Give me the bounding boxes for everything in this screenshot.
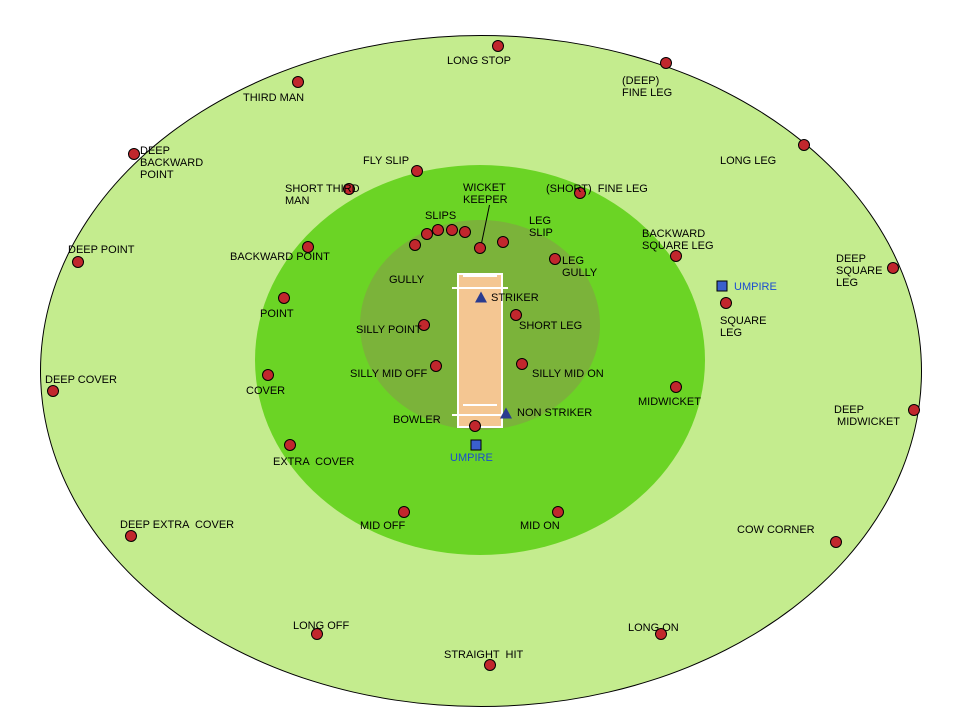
fielder-long-stop	[492, 40, 504, 52]
label-umpire-square: UMPIRE	[734, 281, 777, 293]
fielder-silly-mid-off	[430, 360, 442, 372]
label-third-man: THIRD MAN	[243, 92, 304, 104]
label-cover: COVER	[246, 385, 285, 397]
label-deep-extra-cover: DEEP EXTRA COVER	[120, 519, 234, 531]
batsman-striker	[475, 292, 487, 303]
label-long-stop: LONG STOP	[447, 55, 511, 67]
cricket-field-diagram: WICKET KEEPER LEG SLIP SLIPS FLY SLIP GULLY L…	[0, 0, 960, 720]
label-backward-point: BACKWARD POINT	[230, 251, 330, 263]
label-straight-hit: STRAIGHT HIT	[444, 649, 523, 661]
batsman-non-striker	[500, 408, 512, 419]
label-silly-mid-on: SILLY MID ON	[532, 368, 604, 380]
fielder-gully	[409, 239, 421, 251]
label-fly-slip: FLY SLIP	[363, 155, 409, 167]
label-long-leg: LONG LEG	[720, 155, 776, 167]
crease	[463, 404, 497, 406]
label-non-striker: NON STRIKER	[517, 407, 592, 419]
label-short-leg: SHORT LEG	[519, 320, 582, 332]
fielder-cover	[262, 369, 274, 381]
fielder-leg-slip	[497, 236, 509, 248]
fielder-midwicket	[670, 381, 682, 393]
fielder-square-leg	[720, 297, 732, 309]
label-mid-on: MID ON	[520, 520, 560, 532]
fielder-mid-on	[552, 506, 564, 518]
fielder-deep-extra-cover	[125, 530, 137, 542]
fielder-extra-cover	[284, 439, 296, 451]
label-short-third-man: SHORT THIRD MAN	[285, 183, 360, 207]
fielder-mid-off	[398, 506, 410, 518]
fielder-deep-square-leg	[887, 262, 899, 274]
fielder-deep-cover	[47, 385, 59, 397]
label-striker: STRIKER	[491, 292, 539, 304]
fielder-silly-mid-on	[516, 358, 528, 370]
fielder-slip-3	[432, 224, 444, 236]
fielder-deep-fine-leg	[660, 57, 672, 69]
fielder-long-leg	[798, 139, 810, 151]
fielder-wicket-keeper	[474, 242, 486, 254]
label-mid-off: MID OFF	[360, 520, 405, 532]
crease	[463, 275, 497, 277]
label-silly-mid-off: SILLY MID OFF	[350, 368, 427, 380]
crease	[452, 287, 508, 289]
label-silly-point: SILLY POINT	[356, 324, 422, 336]
fielder-slip-2	[446, 224, 458, 236]
fielder-deep-backward-point	[128, 148, 140, 160]
label-deep-cover: DEEP COVER	[45, 374, 117, 386]
fielder-leg-gully	[549, 253, 561, 265]
umpire-bowler	[471, 440, 482, 451]
fielder-fly-slip	[411, 165, 423, 177]
umpire-square	[717, 281, 728, 292]
label-wicket-keeper: WICKET KEEPER	[463, 182, 508, 206]
fielder-deep-point	[72, 256, 84, 268]
label-deep-backward-point: DEEP BACKWARD POINT	[140, 145, 203, 181]
label-backward-square-leg: BACKWARD SQUARE LEG	[642, 228, 714, 252]
fielder-deep-midwicket	[908, 404, 920, 416]
label-short-fine-leg: (SHORT) FINE LEG	[546, 183, 648, 195]
label-deep-point: DEEP POINT	[68, 244, 134, 256]
label-gully: GULLY	[389, 274, 424, 286]
label-midwicket: MIDWICKET	[638, 396, 701, 408]
label-leg-gully: LEG GULLY	[562, 255, 597, 279]
label-extra-cover: EXTRA COVER	[273, 456, 354, 468]
fielder-bowler	[469, 420, 481, 432]
label-deep-square-leg: DEEP SQUARE LEG	[836, 253, 882, 289]
fielder-slip-1	[459, 226, 471, 238]
fielder-cow-corner	[830, 536, 842, 548]
label-point: POINT	[260, 308, 294, 320]
fielder-third-man	[292, 76, 304, 88]
label-square-leg: SQUARE LEG	[720, 315, 766, 339]
label-long-off: LONG OFF	[293, 620, 349, 632]
label-bowler: BOWLER	[393, 414, 441, 426]
label-leg-slip: LEG SLIP	[529, 215, 553, 239]
label-long-on: LONG ON	[628, 622, 679, 634]
label-deep-fine-leg: (DEEP) FINE LEG	[622, 75, 672, 99]
fielder-slip-4	[421, 228, 433, 240]
label-slips-label: SLIPS	[425, 210, 456, 222]
label-cow-corner: COW CORNER	[737, 524, 815, 536]
fielder-point	[278, 292, 290, 304]
label-deep-midwicket: DEEP MIDWICKET	[834, 404, 900, 428]
label-umpire-bowler: UMPIRE	[450, 452, 493, 464]
